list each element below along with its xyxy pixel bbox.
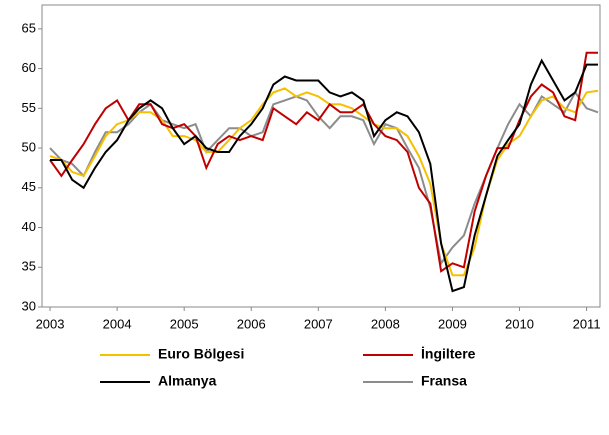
y-tick-label: 30 [22,298,36,313]
y-tick-label: 60 [22,60,36,75]
x-tick-label: 2007 [304,316,333,331]
y-tick-label: 50 [22,139,36,154]
series-line [50,58,598,293]
legend-label: Fransa [421,373,467,389]
x-tick-label: 2006 [237,316,266,331]
x-tick-label: 2003 [36,316,65,331]
y-tick-label: 65 [22,20,36,35]
series-line [49,51,598,273]
y-tick-label: 40 [22,219,36,234]
y-tick-label: 55 [22,100,36,115]
x-tick-label: 2004 [103,316,132,331]
x-tick-label: 2005 [170,316,199,331]
x-tick-label: 2010 [505,316,534,331]
y-tick-label: 35 [22,259,36,274]
x-tick-label: 2011 [573,316,601,331]
series-line [49,87,599,277]
legend-label: Euro Bölgesi [158,346,244,362]
legend-label: Almanya [158,373,217,389]
y-tick-label: 45 [22,179,36,194]
legend-label: İngiltere [421,346,476,362]
x-tick-label: 2008 [371,316,400,331]
x-tick-label: 2009 [438,316,467,331]
plot-area [41,4,601,308]
series-line [49,90,599,266]
